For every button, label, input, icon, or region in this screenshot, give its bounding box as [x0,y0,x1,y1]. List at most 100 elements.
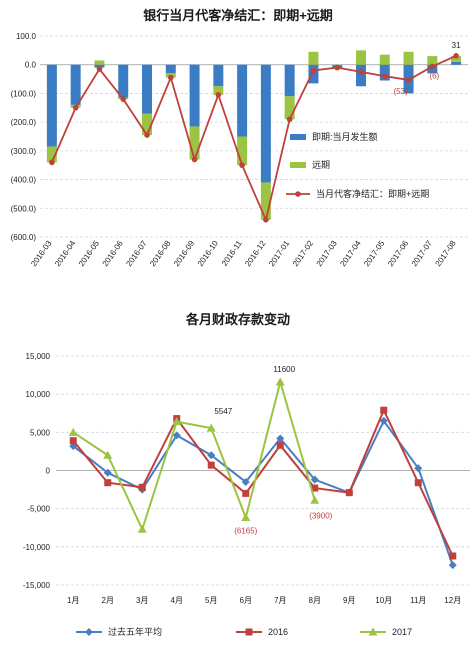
chart-2-y-axis: 15,000 10,000 5,000 0 -5,000 -10,000 -15,000 [23,352,51,590]
year-2016-point [380,406,388,414]
chart-1-grid [40,35,468,238]
forward-bar [356,50,366,65]
spot-bar [118,64,129,98]
chart-1-annotations: 31 (53) (6) [393,41,461,96]
data-label: 5547 [214,407,232,416]
legend-label-net: 当月代客净结汇：即期+远期 [316,188,429,199]
five-year-avg-point [379,416,388,425]
x-tick-label: 2016-06 [101,239,126,269]
chart-2-title: 各月财政存款变动 [185,312,290,327]
x-tick-label: 2017-07 [410,239,435,269]
year-2016-point [207,461,215,469]
net-settlement-point [49,159,55,166]
data-label: (53) [393,87,408,96]
year-2017-point [103,450,113,459]
x-tick-label: 10月 [375,596,392,605]
y-tick-label: -10,000 [23,543,51,552]
year-2016-point [242,489,250,497]
net-settlement-point [334,64,341,71]
x-tick-label: 2017-08 [434,239,459,269]
x-tick-label: 7月 [274,596,286,605]
x-tick-label: 11月 [410,596,426,605]
x-tick-label: 2017-04 [338,239,363,269]
forward-bar [142,113,152,136]
y-tick-label: (300.0) [11,147,37,156]
five-year-avg-point [241,477,250,486]
y-tick-label: (600.0) [11,233,37,242]
forward-bar [46,146,57,163]
year-2017-point [310,495,320,504]
net-settlement-point [358,69,364,75]
legend-marker-year-2017 [368,627,378,636]
forward-bar [237,136,248,166]
net-settlement-point [120,96,127,102]
year-2017-point [275,377,285,386]
net-settlement-point [310,67,317,74]
data-label: (6165) [234,527,257,536]
chart-2-x-axis: 1月 2月 3月 4月 5月 6月 7月 8月 9月 10月 11月 12月 [67,596,461,605]
y-tick-label: (500.0) [11,204,37,213]
spot-bar [308,64,319,84]
spot-bar [142,64,152,114]
net-settlement-point [263,216,269,223]
year-2017-point [241,513,251,522]
y-tick-label: 0.0 [25,61,37,70]
year-2017-point [137,524,147,533]
x-tick-label: 2016-10 [196,239,221,269]
y-tick-label: 5,000 [30,428,51,437]
spot-bar [213,64,224,87]
net-settlement-point [96,66,103,72]
legend-marker-net [295,191,301,197]
spot-bar [46,64,57,147]
legend-label-year-2017: 2017 [392,627,412,637]
chart-1-line [49,53,459,223]
net-settlement-point [239,162,245,169]
year-2016-point [449,552,457,560]
spot-bar [237,64,248,137]
chart-2-annotations: 5547 11600 (6165) (3900) [214,365,332,536]
five-year-avg-point [207,451,216,460]
net-settlement-point [191,156,198,163]
x-tick-label: 2017-05 [362,239,387,269]
x-tick-label: 2016-09 [172,239,197,269]
year-2016-point [345,489,353,497]
x-tick-label: 12月 [444,596,461,605]
data-label: 31 [452,41,461,50]
spot-bar [451,61,462,65]
year-2016-line [72,407,454,557]
chart-1-x-axis: 2016-03 2016-04 2016-05 2016-06 2016-07 2016-… [29,239,458,269]
x-tick-label: 3月 [136,596,148,605]
net-settlement-point [429,63,436,70]
forward-bar [308,51,319,65]
y-tick-label: (400.0) [11,176,37,185]
x-tick-label: 2016-12 [243,239,268,269]
x-tick-label: 2017-03 [315,239,340,269]
x-tick-label: 2月 [102,596,114,605]
legend-swatch-spot [290,134,306,140]
five-year-avg-point [448,561,457,570]
year-2017-line [72,378,316,533]
forward-bar [213,86,224,95]
year-2016-point [69,437,77,445]
year-2016-point [311,484,319,492]
net-settlement-point [72,104,79,111]
chart-2-lines [68,377,457,570]
x-tick-label: 6月 [240,596,252,605]
five-year-avg-line [72,418,454,566]
forward-bar [284,96,295,120]
forward-bar [451,56,462,62]
x-tick-label: 2016-03 [29,239,54,269]
five-year-avg-point [276,434,285,443]
x-tick-label: 8月 [309,596,321,605]
spot-bar [165,64,176,74]
year-2017-point [172,417,182,426]
y-tick-label: -15,000 [23,581,51,590]
net-settlement-line [51,54,457,223]
x-tick-label: 2016-07 [124,239,149,269]
year-2016-point [138,483,146,491]
net-settlement-point [215,92,222,98]
x-tick-label: 2017-02 [291,239,316,269]
y-tick-label: (200.0) [11,118,37,127]
chart-1-title: 银行当月代客净结汇：即期+远期 [143,8,333,23]
